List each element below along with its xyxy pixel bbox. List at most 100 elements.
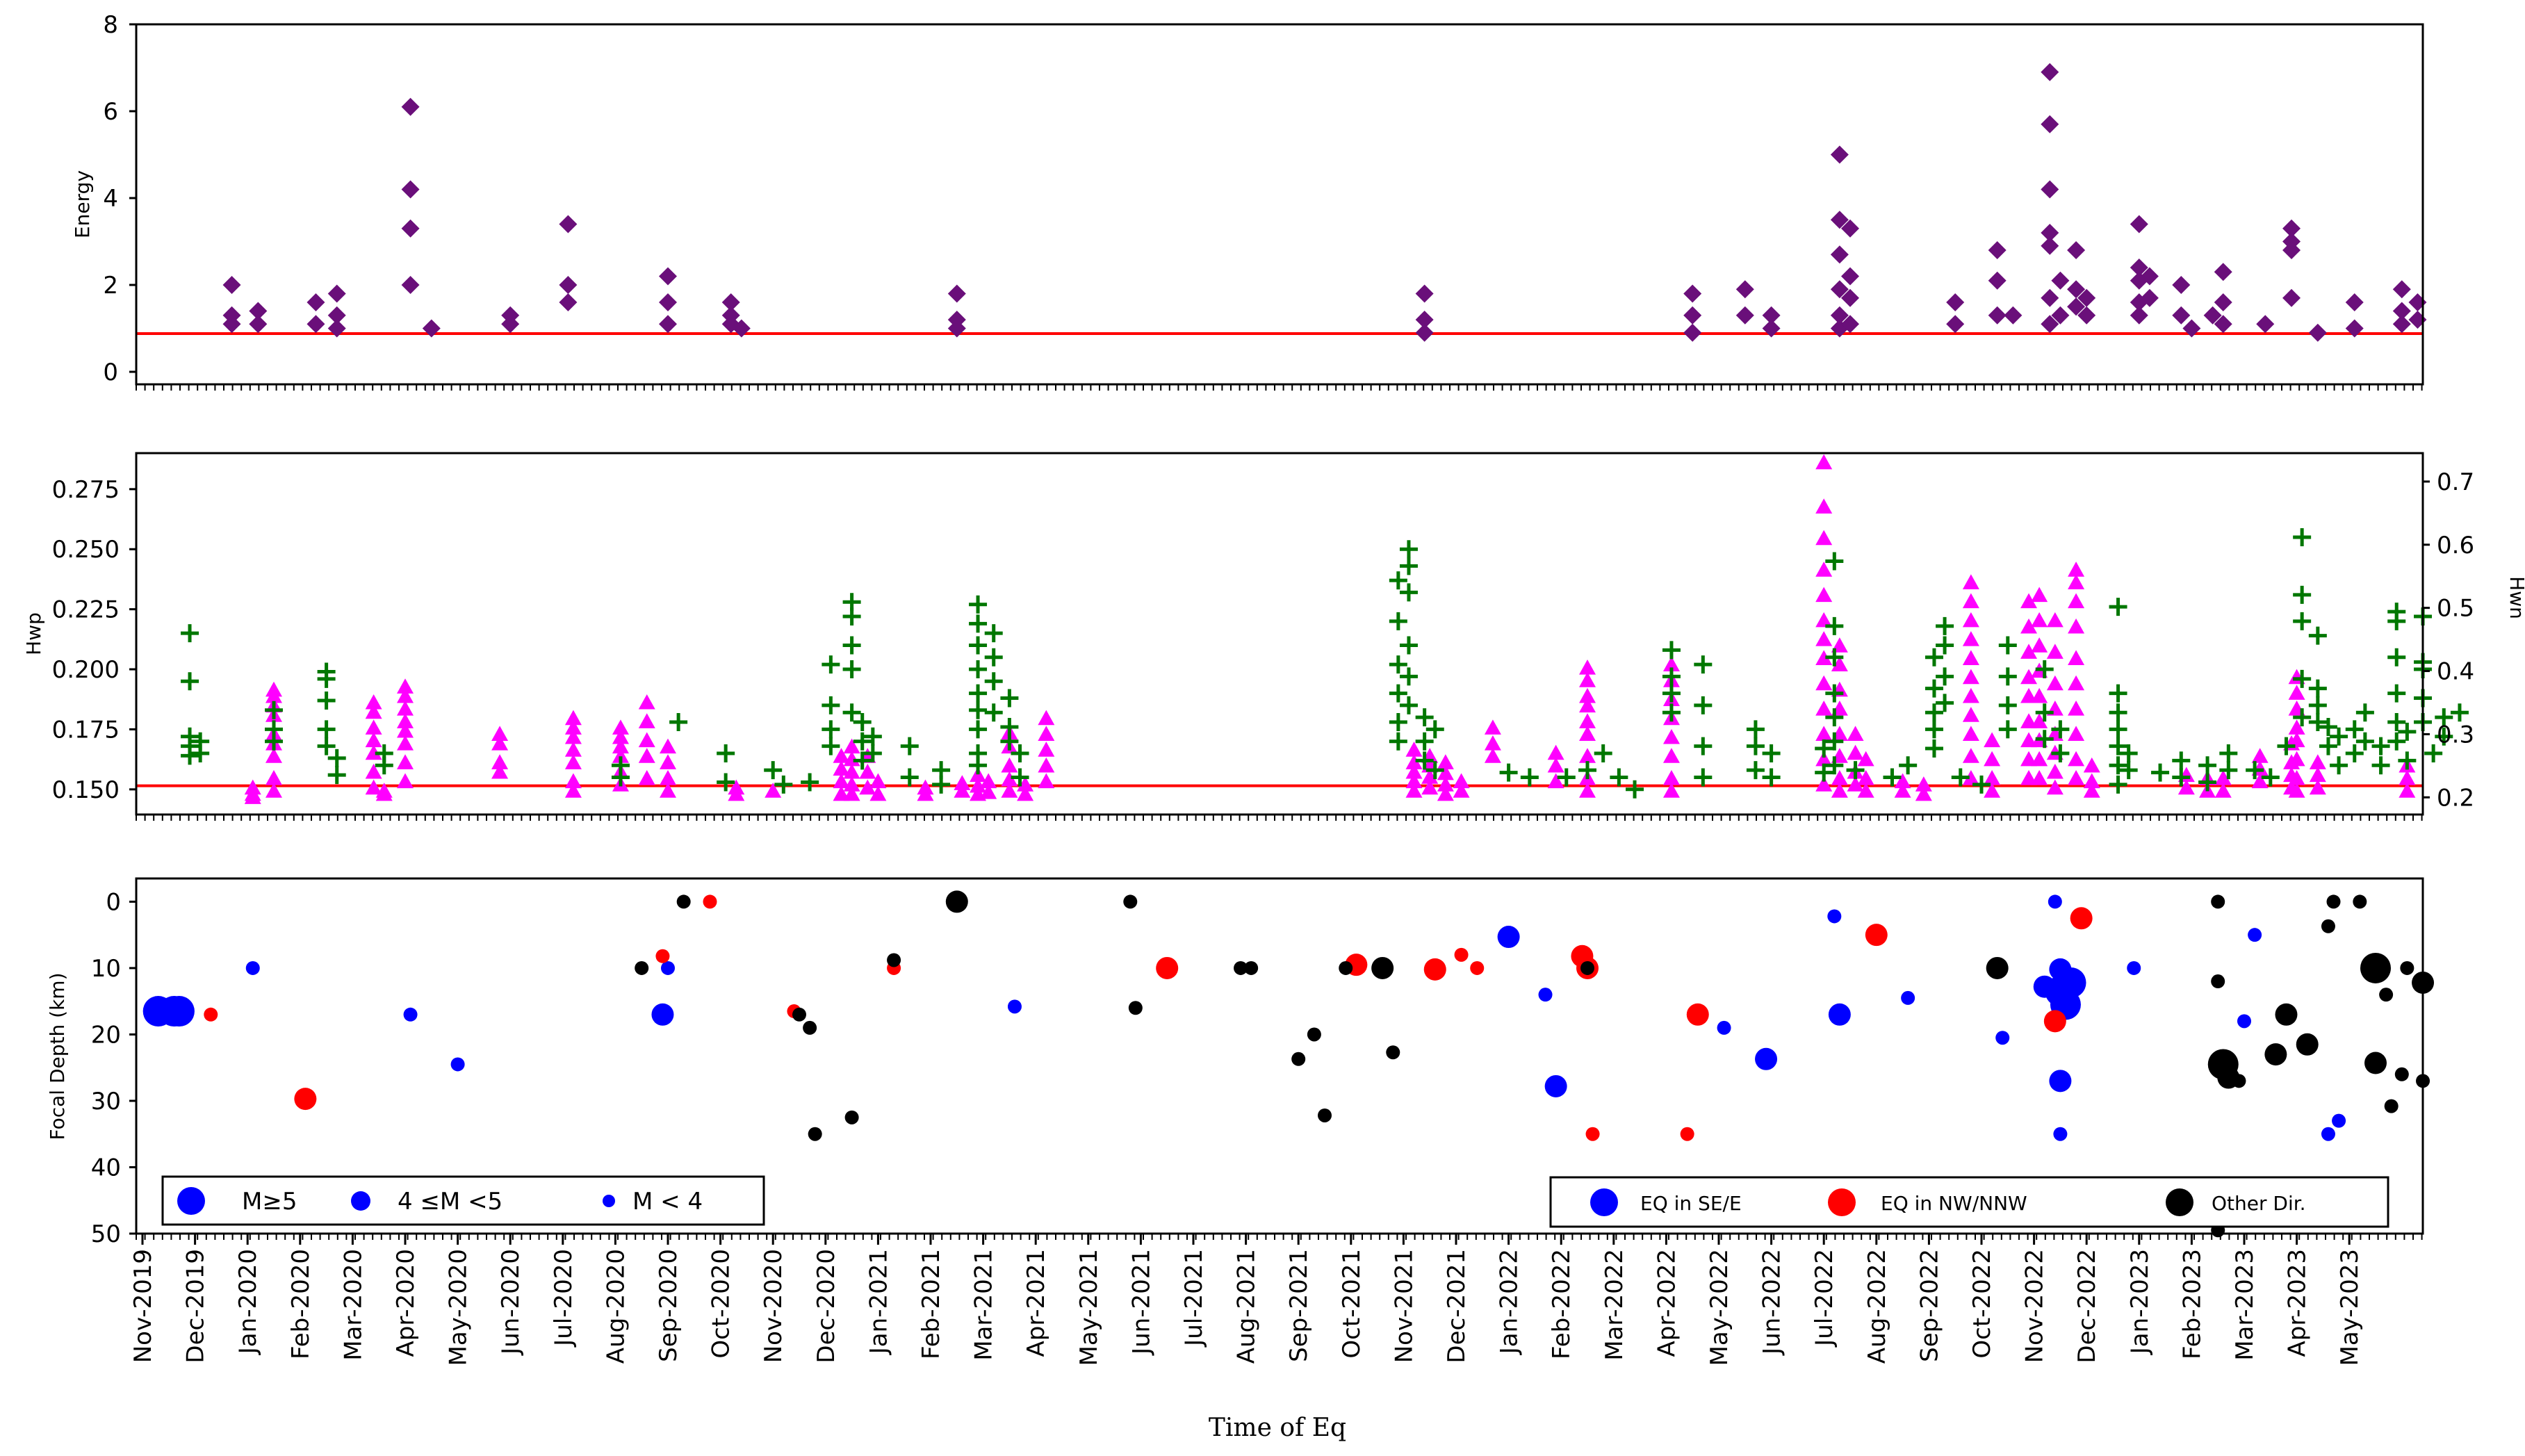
eq-se-point bbox=[2332, 1113, 2346, 1128]
energy-point bbox=[2172, 276, 2191, 294]
hwn-point bbox=[2309, 767, 2326, 783]
hwn-point bbox=[1815, 631, 1833, 646]
hwp-point bbox=[611, 768, 630, 787]
eq-nw-point bbox=[1680, 1127, 1694, 1141]
hwn-point bbox=[1421, 779, 1439, 795]
energy-point bbox=[1841, 267, 1859, 286]
hwn-point bbox=[1038, 742, 1055, 757]
hwn-point bbox=[2031, 612, 2048, 628]
month-tick-label: Oct-2022 bbox=[1968, 1249, 1996, 1359]
eq-nw-point bbox=[703, 894, 717, 909]
month-tick-label: Oct-2021 bbox=[1338, 1249, 1366, 1359]
energy-point bbox=[327, 306, 346, 325]
hwp-point bbox=[181, 746, 199, 765]
hwp-point bbox=[969, 720, 988, 739]
hwp-point bbox=[1925, 720, 1943, 739]
month-tick-label: Aug-2022 bbox=[1863, 1249, 1891, 1364]
hwn-point bbox=[1579, 726, 1596, 742]
hwp-point bbox=[2371, 756, 2390, 775]
eq-other-point bbox=[2364, 1052, 2387, 1074]
hwn-point bbox=[1453, 773, 1470, 789]
energy-point bbox=[1683, 284, 1702, 303]
eq-se-point bbox=[2053, 1127, 2068, 1141]
energy-point bbox=[1841, 288, 1859, 307]
hwn-point bbox=[2288, 685, 2305, 700]
hwn-point bbox=[638, 748, 655, 763]
hwn-point bbox=[2046, 779, 2064, 795]
hwp-point bbox=[181, 672, 199, 691]
eq-se-point bbox=[651, 1003, 674, 1026]
hwp-ytick-label: 0.250 bbox=[52, 536, 120, 564]
hwp-point bbox=[2261, 768, 2280, 787]
eq-se-point bbox=[1544, 1074, 1567, 1097]
hwp-point bbox=[2345, 720, 2364, 739]
hwn-point bbox=[1815, 454, 1833, 470]
hwn-ytick-label: 0.5 bbox=[2437, 595, 2474, 623]
energy-point bbox=[1762, 306, 1781, 325]
hwn-point bbox=[2031, 713, 2048, 728]
hwn-point bbox=[1547, 744, 1564, 760]
hwn-point bbox=[1579, 687, 1596, 703]
hwn-point bbox=[1962, 707, 1979, 722]
hwn-point bbox=[1857, 770, 1874, 785]
legend-marker-se bbox=[1590, 1188, 1618, 1216]
hwn-point bbox=[375, 785, 393, 801]
hwp-point bbox=[1520, 768, 1539, 787]
eq-other-point bbox=[2353, 894, 2367, 909]
hwp-point bbox=[1499, 763, 1518, 782]
energy-ytick-label: 0 bbox=[103, 359, 118, 386]
hwn-point bbox=[612, 719, 629, 735]
hwp-ytick-label: 0.175 bbox=[52, 716, 120, 744]
eq-other-point bbox=[945, 890, 968, 913]
hwn-point bbox=[564, 783, 582, 798]
hwp-point bbox=[863, 744, 882, 762]
hwp-point bbox=[1389, 655, 1407, 674]
hwn-point bbox=[843, 776, 860, 792]
hwp-point bbox=[1972, 775, 1991, 794]
hwp-point bbox=[969, 614, 988, 633]
energy-point bbox=[2392, 315, 2411, 334]
legend-direction: EQ in SE/E EQ in NW/NNW Other Dir. bbox=[1549, 1176, 2389, 1228]
hwp-point bbox=[2308, 679, 2327, 698]
hwn-point bbox=[2068, 701, 2085, 716]
energy-point bbox=[2203, 306, 2222, 325]
eq-other-point bbox=[1291, 1052, 1306, 1066]
hwn-point bbox=[1662, 770, 1680, 785]
hwp-point bbox=[2293, 612, 2312, 630]
energy-point bbox=[2041, 115, 2059, 133]
energy-point bbox=[1830, 306, 1849, 325]
hwn-point bbox=[1984, 783, 2001, 798]
hwn-point bbox=[1437, 776, 1454, 792]
eq-other-point bbox=[1371, 956, 1394, 979]
legend-magnitude: M≥5 4 ≤M <5 M < 4 bbox=[161, 1175, 765, 1226]
hwn-point bbox=[491, 754, 509, 769]
hwn-point bbox=[2020, 687, 2038, 703]
eq-other-point bbox=[2232, 1074, 2246, 1088]
hwp-point bbox=[2035, 660, 2054, 679]
legend-marker-medium bbox=[351, 1191, 370, 1211]
hwp-point bbox=[1011, 768, 1029, 787]
hwp-point bbox=[1662, 703, 1681, 722]
hwn-point bbox=[1857, 783, 1874, 798]
hwp-point bbox=[2387, 612, 2406, 630]
month-tick-label: Jan-2022 bbox=[1496, 1249, 1523, 1355]
hwn-point bbox=[2399, 770, 2416, 785]
hw-axes-frame bbox=[135, 452, 2424, 816]
hwp-point bbox=[2398, 722, 2417, 741]
hwn-point bbox=[1815, 587, 1833, 603]
hwn-point bbox=[2177, 779, 2195, 795]
hwp-point bbox=[2109, 703, 2127, 722]
hwp-point bbox=[2109, 720, 2127, 739]
eq-other-point bbox=[2400, 960, 2414, 975]
hwp-point bbox=[2330, 756, 2348, 775]
hwn-point bbox=[1915, 785, 1932, 801]
eq-se-point bbox=[1538, 988, 1553, 1002]
hwp-ylabel: Hwp bbox=[22, 612, 45, 655]
depth-ytick-label: 50 bbox=[91, 1220, 121, 1248]
eq-other-point bbox=[635, 960, 649, 975]
hwn-point bbox=[1017, 785, 1034, 801]
hwn-point bbox=[365, 719, 382, 735]
energy-point bbox=[732, 319, 751, 338]
hwp-point bbox=[900, 768, 919, 787]
hwn-point bbox=[2068, 593, 2085, 609]
